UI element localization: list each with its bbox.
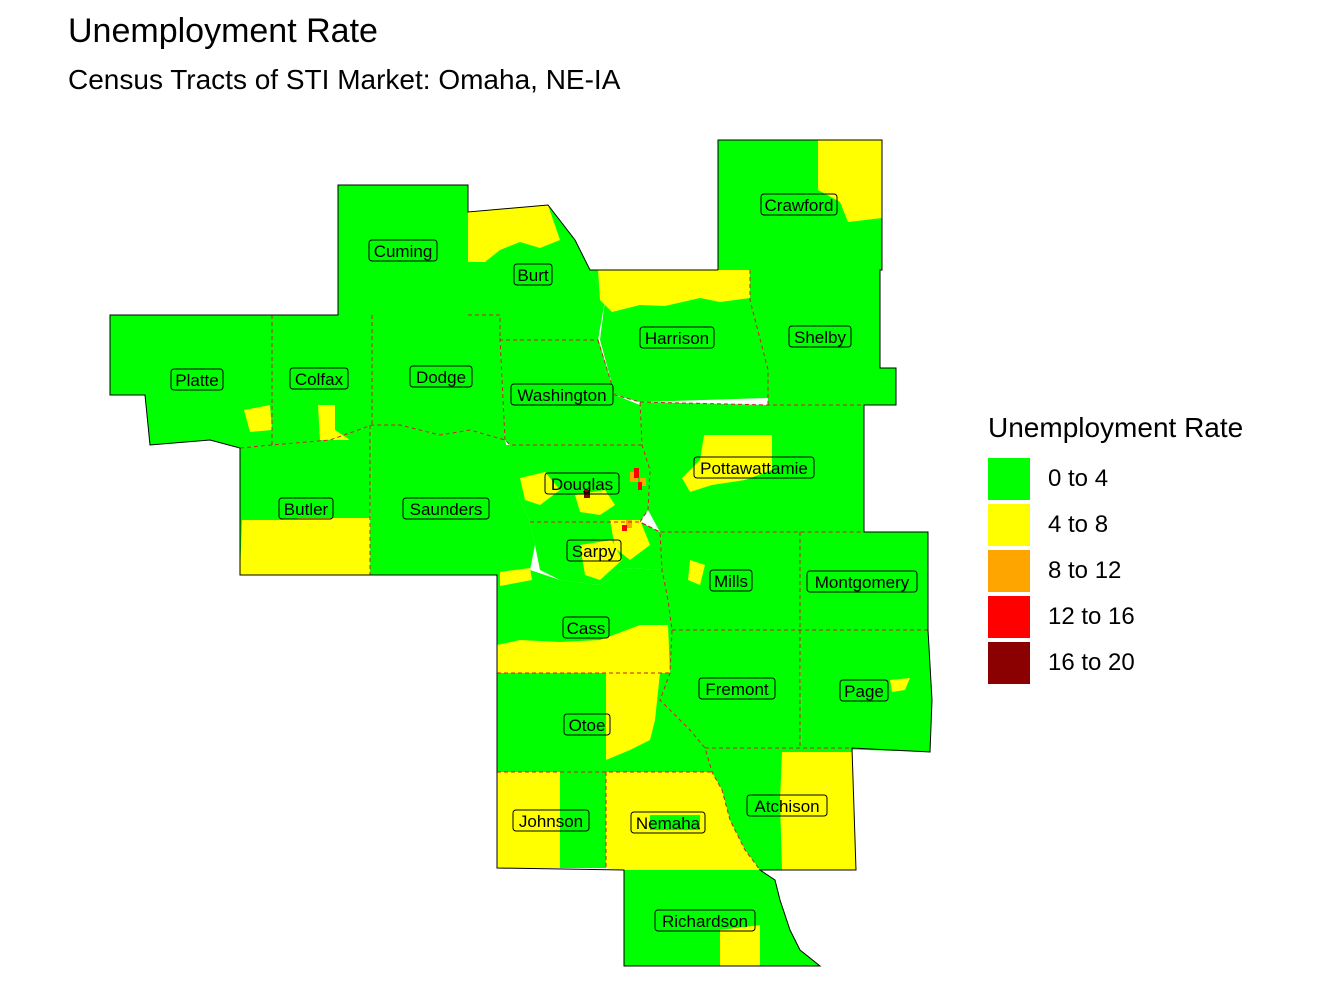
county-labels: Crawford Cuming Burt Harrison Shelby Pla… — [170, 193, 918, 932]
county-mills — [660, 532, 800, 630]
legend-label: 8 to 12 — [1048, 557, 1122, 584]
legend-item: 12 to 16 — [988, 594, 1243, 640]
legend-swatch — [988, 504, 1030, 546]
svg-text:Fremont: Fremont — [705, 680, 769, 699]
svg-text:Dodge: Dodge — [416, 368, 466, 387]
legend-title: Unemployment Rate — [988, 412, 1244, 443]
label-douglas: Douglas — [544, 472, 620, 495]
county-otoe — [497, 673, 712, 772]
svg-text:Burt: Burt — [517, 266, 548, 285]
label-otoe: Otoe — [563, 713, 611, 736]
svg-text:Otoe: Otoe — [569, 716, 606, 735]
svg-text:Pottawattamie: Pottawattamie — [700, 459, 808, 478]
label-cass: Cass — [562, 616, 610, 639]
svg-text:Richardson: Richardson — [662, 912, 748, 931]
legend-swatch — [988, 550, 1030, 592]
county-colfax — [272, 315, 372, 445]
legend-swatch — [988, 596, 1030, 638]
map-subtitle: Census Tracts of STI Market: Omaha, NE-I… — [68, 64, 621, 95]
county-cuming — [338, 185, 468, 315]
svg-text:Crawford: Crawford — [765, 196, 834, 215]
label-burt: Burt — [513, 263, 553, 286]
legend-item: 8 to 12 — [988, 548, 1243, 594]
legend: Unemployment Rate 0 to 4 4 to 8 8 to 12 … — [988, 412, 1243, 686]
county-page — [800, 630, 932, 752]
svg-text:Nemaha: Nemaha — [636, 814, 701, 833]
svg-text:Mills: Mills — [714, 572, 748, 591]
legend-label: 16 to 20 — [1048, 649, 1135, 676]
svg-text:Colfax: Colfax — [295, 370, 344, 389]
county-montgomery — [800, 532, 928, 630]
label-pottawattamie: Pottawattamie — [693, 456, 815, 479]
legend-label: 4 to 8 — [1048, 511, 1109, 538]
svg-text:Johnson: Johnson — [519, 812, 583, 831]
label-washington: Washington — [510, 383, 614, 406]
label-nemaha: Nemaha — [630, 811, 706, 834]
label-fremont: Fremont — [698, 677, 776, 700]
legend-swatch — [988, 642, 1030, 684]
label-platte: Platte — [170, 368, 224, 391]
svg-text:Harrison: Harrison — [645, 329, 709, 348]
svg-text:Atchison: Atchison — [754, 797, 819, 816]
label-johnson: Johnson — [512, 809, 590, 832]
svg-text:Douglas: Douglas — [551, 475, 613, 494]
label-harrison: Harrison — [639, 326, 715, 349]
svg-text:Page: Page — [844, 682, 884, 701]
legend-label: 12 to 16 — [1048, 603, 1135, 630]
map-title: Unemployment Rate — [68, 12, 378, 50]
svg-text:Cass: Cass — [567, 619, 606, 638]
legend-item: 4 to 8 — [988, 502, 1243, 548]
county-washington — [500, 338, 642, 445]
county-saunders — [370, 425, 535, 575]
county-platte — [110, 315, 272, 448]
svg-text:Platte: Platte — [175, 371, 218, 390]
svg-text:Saunders: Saunders — [410, 500, 483, 519]
legend-swatch — [988, 458, 1030, 500]
legend-item: 0 to 4 — [988, 456, 1243, 502]
label-dodge: Dodge — [409, 365, 473, 388]
county-richardson — [624, 870, 820, 966]
label-shelby: Shelby — [788, 325, 852, 348]
label-montgomery: Montgomery — [806, 570, 918, 593]
svg-text:Washington: Washington — [517, 386, 606, 405]
county-dodge — [372, 315, 505, 440]
legend-item: 16 to 20 — [988, 640, 1243, 686]
county-shelby — [750, 270, 896, 405]
county-borders — [239, 270, 928, 871]
region-outline — [109, 139, 933, 967]
legend-label: 0 to 4 — [1048, 465, 1109, 492]
label-cuming: Cuming — [368, 239, 438, 262]
label-butler: Butler — [278, 497, 334, 520]
label-sarpy: Sarpy — [566, 539, 622, 562]
label-mills: Mills — [709, 569, 753, 592]
svg-text:Sarpy: Sarpy — [572, 542, 617, 561]
label-atchison: Atchison — [746, 794, 828, 817]
label-colfax: Colfax — [289, 367, 349, 390]
county-fremont — [660, 630, 802, 748]
label-crawford: Crawford — [760, 193, 838, 216]
svg-text:Cuming: Cuming — [374, 242, 433, 261]
svg-text:Butler: Butler — [284, 500, 329, 519]
label-page: Page — [839, 679, 889, 702]
label-richardson: Richardson — [654, 909, 756, 932]
svg-text:Shelby: Shelby — [794, 328, 846, 347]
svg-text:Montgomery: Montgomery — [815, 573, 910, 592]
label-saunders: Saunders — [402, 497, 490, 520]
tracts-0-to-4-islands — [560, 808, 700, 868]
